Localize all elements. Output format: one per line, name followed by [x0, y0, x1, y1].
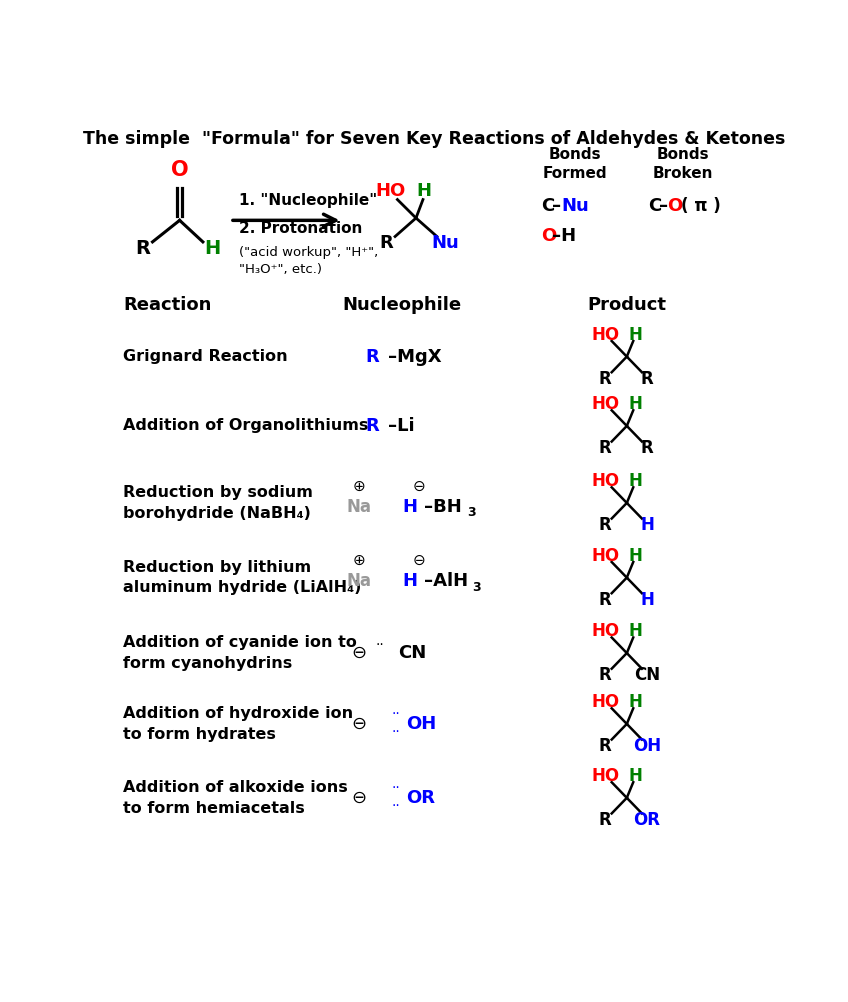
Text: 1. "Nucleophile": 1. "Nucleophile" — [239, 192, 377, 207]
Text: ⊖: ⊖ — [352, 789, 367, 807]
Text: ··: ·· — [392, 800, 400, 814]
Text: –Li: –Li — [388, 417, 415, 435]
Text: R: R — [365, 348, 379, 366]
Text: –AlH: –AlH — [424, 572, 468, 590]
Text: H: H — [629, 472, 643, 490]
Text: O: O — [170, 160, 188, 180]
Text: HO: HO — [376, 182, 405, 200]
Text: H: H — [402, 572, 417, 590]
Text: 2. Protonation: 2. Protonation — [239, 220, 363, 235]
Text: HO: HO — [592, 326, 620, 344]
Text: ⊕: ⊕ — [353, 479, 365, 494]
Text: HO: HO — [592, 767, 620, 785]
Text: Addition of cyanide ion to
form cyanohydrins: Addition of cyanide ion to form cyanohyd… — [123, 635, 357, 670]
Text: Nucleophile: Nucleophile — [343, 296, 461, 314]
Text: H: H — [629, 395, 643, 413]
Text: C: C — [649, 197, 661, 215]
Text: OH: OH — [633, 736, 661, 755]
Text: CN: CN — [399, 644, 427, 662]
Text: R: R — [365, 417, 379, 435]
Text: H: H — [629, 326, 643, 344]
Text: ⊖: ⊖ — [352, 714, 367, 732]
Text: R: R — [598, 516, 611, 534]
Text: H: H — [402, 498, 417, 516]
Text: HO: HO — [592, 395, 620, 413]
Text: Addition of hydroxide ion
to form hydrates: Addition of hydroxide ion to form hydrat… — [123, 706, 353, 741]
Text: H: H — [629, 767, 643, 785]
Text: –MgX: –MgX — [388, 348, 442, 366]
Text: –: – — [659, 197, 667, 215]
Text: C: C — [542, 197, 555, 215]
Text: H: H — [640, 590, 654, 608]
Text: H: H — [416, 182, 432, 200]
Text: ( π ): ( π ) — [681, 197, 721, 215]
Text: R: R — [598, 439, 611, 457]
Text: Addition of alkoxide ions
to form hemiacetals: Addition of alkoxide ions to form hemiac… — [123, 781, 348, 816]
Text: H: H — [640, 516, 654, 534]
Text: Bonds
Formed: Bonds Formed — [543, 147, 607, 181]
Text: ⊖: ⊖ — [413, 479, 426, 494]
Text: Na: Na — [347, 498, 372, 516]
Text: HO: HO — [592, 472, 620, 490]
Text: OH: OH — [406, 714, 436, 732]
Text: ··: ·· — [376, 638, 385, 652]
Text: 3: 3 — [467, 506, 476, 519]
Text: R: R — [598, 736, 611, 755]
Text: Reduction by lithium
aluminum hydride (LiAlH₄): Reduction by lithium aluminum hydride (L… — [123, 560, 361, 595]
Text: R: R — [598, 590, 611, 608]
Text: HO: HO — [592, 547, 620, 564]
Text: ··: ·· — [392, 706, 400, 720]
Text: 3: 3 — [471, 581, 481, 594]
Text: R: R — [640, 439, 653, 457]
Text: H: H — [629, 622, 643, 640]
Text: Nu: Nu — [431, 234, 459, 253]
Text: H: H — [629, 693, 643, 710]
Text: O: O — [542, 226, 557, 244]
Text: Nu: Nu — [561, 197, 589, 215]
Text: R: R — [598, 370, 611, 388]
Text: Reduction by sodium
borohydride (NaBH₄): Reduction by sodium borohydride (NaBH₄) — [123, 485, 313, 521]
Text: Product: Product — [588, 296, 667, 314]
Text: –H: –H — [552, 226, 576, 244]
Text: ··: ·· — [392, 725, 400, 739]
Text: R: R — [135, 238, 150, 258]
Text: HO: HO — [592, 693, 620, 710]
Text: ··: ·· — [392, 781, 400, 795]
Text: Na: Na — [347, 572, 372, 590]
Text: OR: OR — [633, 811, 661, 829]
Text: CN: CN — [634, 666, 660, 684]
Text: R: R — [598, 666, 611, 684]
Text: "H₃O⁺", etc.): "H₃O⁺", etc.) — [239, 264, 322, 277]
Text: OR: OR — [406, 789, 435, 807]
Text: –BH: –BH — [424, 498, 461, 516]
Text: ⊖: ⊖ — [413, 553, 426, 568]
Text: –: – — [552, 197, 561, 215]
Text: HO: HO — [592, 622, 620, 640]
Text: H: H — [629, 547, 643, 564]
Text: Bonds
Broken: Bonds Broken — [653, 147, 714, 181]
Text: ("acid workup", "H⁺",: ("acid workup", "H⁺", — [239, 246, 378, 260]
Text: ⊖: ⊖ — [352, 644, 367, 662]
Text: Addition of Organolithiums: Addition of Organolithiums — [123, 419, 368, 434]
Text: R: R — [598, 811, 611, 829]
Text: O: O — [667, 197, 683, 215]
Text: R: R — [640, 370, 653, 388]
Text: Grignard Reaction: Grignard Reaction — [123, 349, 287, 364]
Text: ⊕: ⊕ — [353, 553, 365, 568]
Text: H: H — [204, 238, 220, 258]
Text: R: R — [379, 234, 393, 253]
Text: The simple  "Formula" for Seven Key Reactions of Aldehydes & Ketones: The simple "Formula" for Seven Key React… — [83, 129, 786, 147]
Text: Reaction: Reaction — [123, 296, 211, 314]
